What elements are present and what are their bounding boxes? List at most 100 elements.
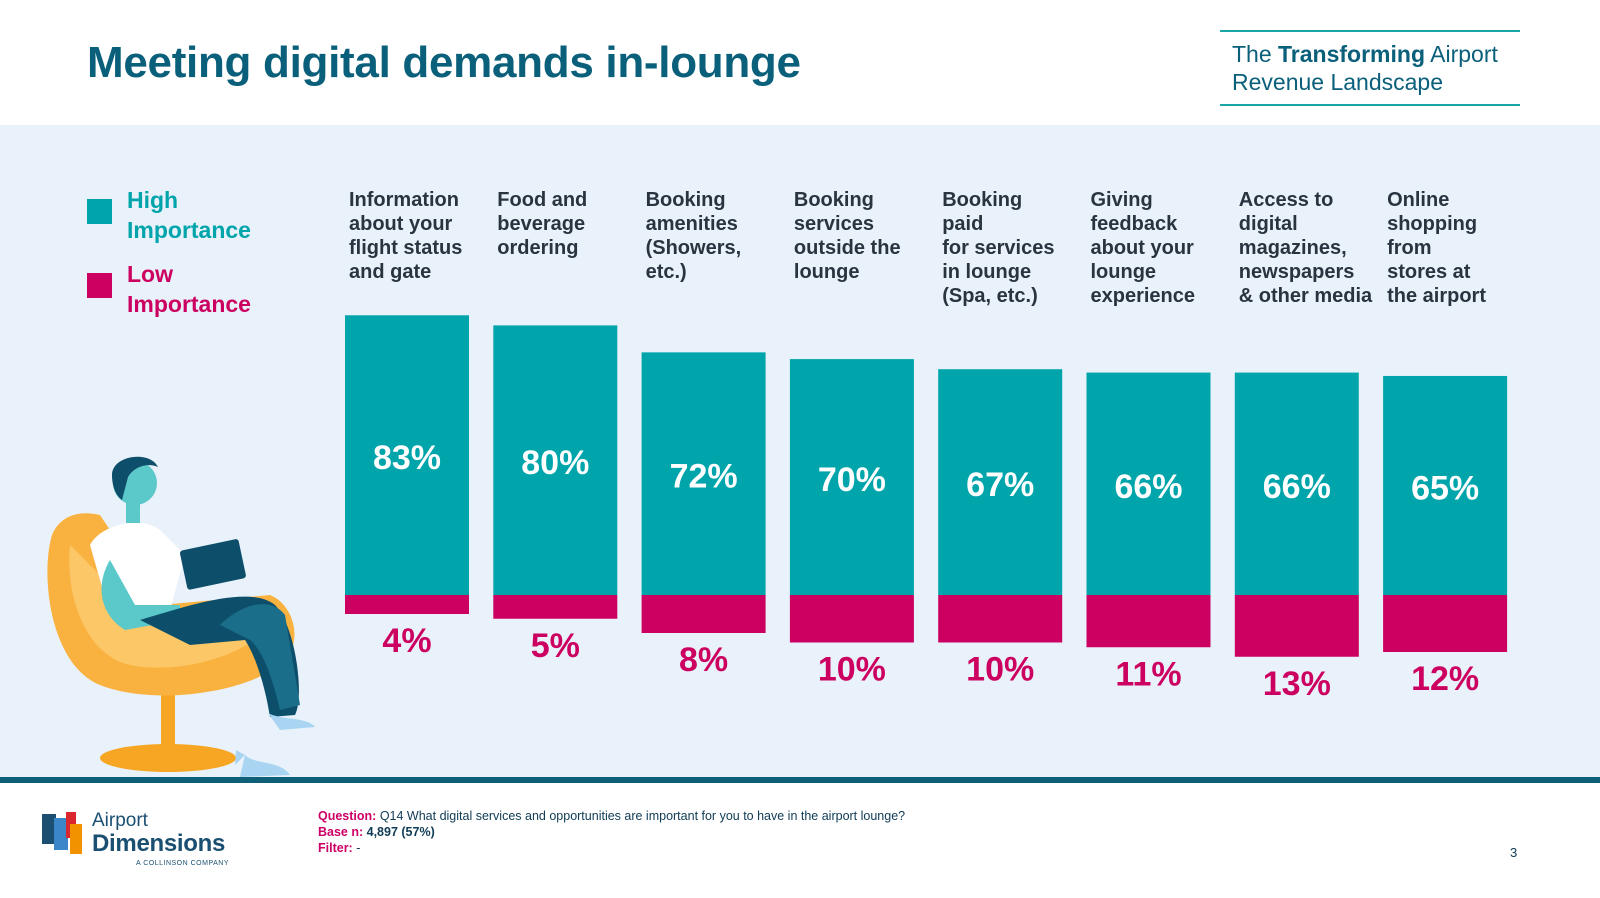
category-label-7: Access to digital magazines, newspapers & ot… <box>1239 188 1379 308</box>
category-label-line: amenities <box>645 213 738 235</box>
category-label-3: Booking amenities (Showers, etc.) <box>646 188 786 284</box>
page-title: Meeting digital demands in-lounge <box>87 38 801 87</box>
category-label-line: from <box>1387 237 1432 259</box>
category-label-2: Food and beverage ordering <box>497 188 637 260</box>
category-label-line: beverage <box>497 213 586 235</box>
category-label-4: Booking services outside the lounge <box>794 188 934 284</box>
data-label-low-5: 10% <box>966 651 1034 689</box>
data-label-high-1: 83% <box>373 439 441 477</box>
data-label-low-8: 12% <box>1411 660 1479 698</box>
airport-dimensions-logo: Airport Dimensions A COLLINSON COMPANY <box>40 810 230 870</box>
category-label-line: Online <box>1387 189 1450 211</box>
category-label-line: experience <box>1090 285 1196 307</box>
footer-question: Question: Q14 What digital services and … <box>318 809 906 823</box>
legend-low: Low Importance <box>87 259 287 319</box>
category-label-line: Booking <box>793 189 874 211</box>
legend-high-label: High Importance <box>127 187 251 243</box>
data-label-high-4: 70% <box>818 461 886 499</box>
bar-high-3 <box>641 352 766 595</box>
category-label-line: & other media <box>1238 285 1373 307</box>
footer-filter: Filter: - <box>318 841 361 855</box>
bar-low-7 <box>1234 595 1359 657</box>
category-label-line: Giving <box>1090 189 1153 211</box>
data-label-low-3: 8% <box>679 641 728 679</box>
category-label-line: digital <box>1238 213 1298 235</box>
bar-low-8 <box>1383 595 1508 652</box>
data-label-low-4: 10% <box>818 651 886 689</box>
bar-high-1 <box>345 315 469 595</box>
brand-line2: Revenue Landscape <box>1232 69 1443 95</box>
category-label-line: (Showers, <box>645 237 742 259</box>
category-label-line: lounge <box>1090 261 1157 283</box>
category-label-line: magazines, <box>1238 237 1347 259</box>
logo-line2: Dimensions <box>92 830 226 857</box>
brand-line1-pre: The <box>1232 41 1279 67</box>
category-label-line: etc.) <box>645 261 687 283</box>
logo-line3: A COLLINSON COMPANY <box>136 860 230 867</box>
category-label-line: Access to <box>1238 189 1334 211</box>
category-label-line: Booking <box>645 189 726 211</box>
category-label-line: the airport <box>1387 285 1486 307</box>
brand-text: The Transforming Airport Revenue Landsca… <box>1232 40 1498 96</box>
category-label-6: Giving feedback about your lounge experience <box>1091 188 1231 308</box>
data-label-high-2: 80% <box>521 444 589 482</box>
footer-divider <box>0 777 1600 783</box>
footer-base: Base n: 4,897 (57%) <box>318 825 435 839</box>
category-label-line: newspapers <box>1238 261 1355 283</box>
category-label-8: Online shopping from stores at the airport <box>1387 188 1527 308</box>
category-label-line: flight status <box>349 237 463 259</box>
category-label-line: services <box>793 213 874 235</box>
category-label-line: Information <box>349 189 459 211</box>
bar-low-4 <box>789 595 914 643</box>
data-label-high-8: 65% <box>1411 469 1479 507</box>
category-label-line: about your <box>349 213 453 235</box>
logo-line1: Airport <box>92 810 148 831</box>
bar-low-1 <box>345 595 469 614</box>
category-label-line: paid <box>942 213 984 235</box>
category-label-5: Booking paid for services in lounge (Spa, et… <box>942 188 1082 308</box>
bar-high-4 <box>789 359 914 595</box>
data-label-low-7: 13% <box>1263 665 1331 703</box>
category-label-line: for services <box>942 237 1055 259</box>
category-label-line: and gate <box>349 261 432 283</box>
legend-low-label: Low Importance <box>127 261 251 317</box>
data-label-low-1: 4% <box>382 622 431 660</box>
bar-high-2 <box>493 325 618 595</box>
data-label-high-3: 72% <box>670 458 738 496</box>
bar-high-8 <box>1383 375 1508 595</box>
category-label-line: feedback <box>1090 213 1178 235</box>
data-label-high-7: 66% <box>1263 468 1331 506</box>
legend-high: High Importance <box>87 185 287 245</box>
category-label-line: Booking <box>942 189 1023 211</box>
bar-low-5 <box>938 595 1063 643</box>
brand-box: The Transforming Airport Revenue Landsca… <box>1220 30 1520 106</box>
category-label-1: Information about your flight status and ga… <box>349 188 489 284</box>
category-label-line: Food and <box>497 189 588 211</box>
category-label-line: in lounge <box>942 261 1032 283</box>
category-label-line: shopping <box>1387 213 1478 235</box>
footer-notes: Question: Q14 What digital services and … <box>318 808 905 856</box>
data-label-low-6: 11% <box>1115 655 1181 693</box>
data-label-high-6: 66% <box>1114 468 1182 506</box>
brand-line1-bold: Transforming <box>1278 41 1425 67</box>
legend-high-swatch <box>87 199 112 224</box>
bar-low-2 <box>493 595 618 619</box>
person-in-chair-illustration <box>47 456 315 777</box>
legend-low-swatch <box>87 273 112 298</box>
category-label-line: lounge <box>793 261 860 283</box>
bar-low-6 <box>1086 595 1211 648</box>
category-label-line: about your <box>1090 237 1194 259</box>
data-label-high-5: 67% <box>966 466 1034 504</box>
page-number: 3 <box>1510 845 1518 860</box>
logo-mark-icon <box>42 812 82 854</box>
brand-line1-post: Airport <box>1425 41 1498 67</box>
category-label-line: (Spa, etc.) <box>942 285 1038 307</box>
category-label-line: ordering <box>497 237 579 259</box>
bar-high-6 <box>1086 372 1211 595</box>
bar-low-3 <box>641 595 766 633</box>
data-label-low-2: 5% <box>531 627 580 665</box>
bar-high-7 <box>1234 372 1359 595</box>
bar-high-5 <box>938 369 1063 595</box>
category-label-line: stores at <box>1387 261 1471 283</box>
